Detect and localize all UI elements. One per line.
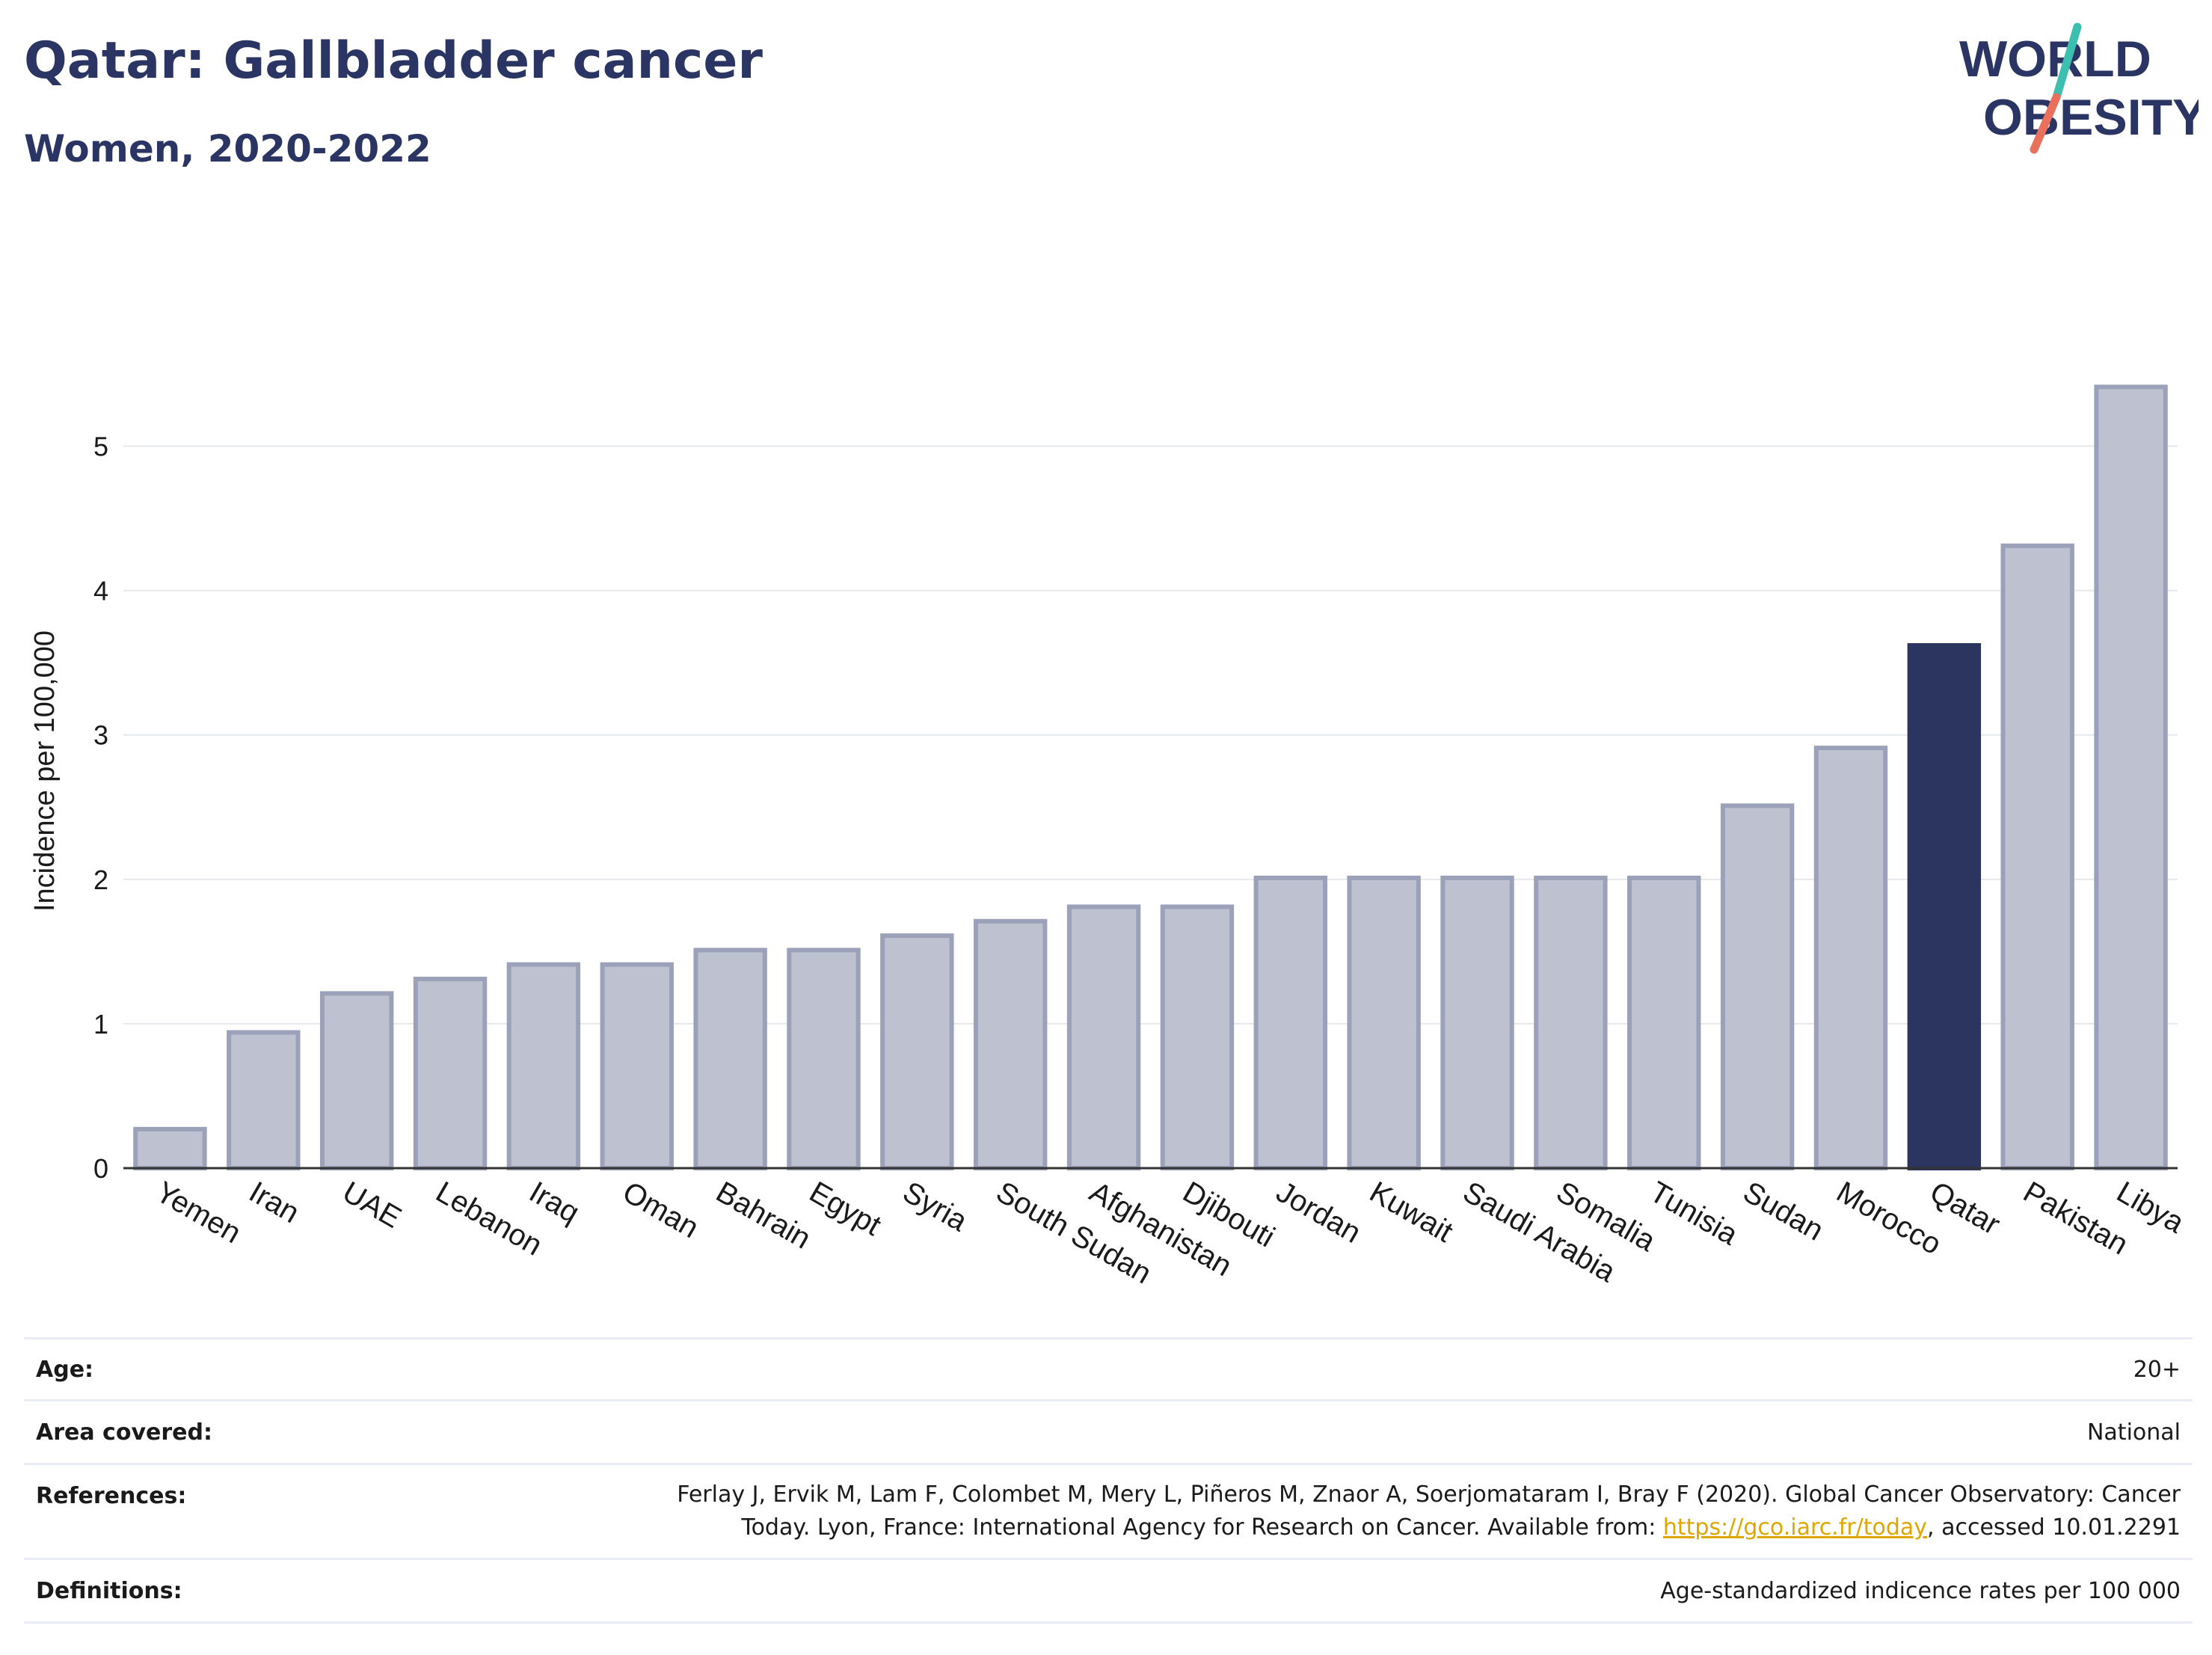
references-line2-pre: Today. Lyon, France: International Agenc… (741, 1514, 1663, 1541)
definitions-value: Age-standardized indicence rates per 100… (1660, 1577, 2181, 1604)
x-tick-label: Jordan (1271, 1176, 1366, 1250)
area-value: National (2086, 1419, 2181, 1446)
meta-row-age: Age: 20+ (24, 1337, 2193, 1399)
meta-row-definitions: Definitions: Age-standardized indicence … (24, 1558, 2193, 1624)
bar-uae (319, 991, 394, 1170)
bar-tunisia (1627, 875, 1701, 1170)
metadata-table: Age: 20+ Area covered: National Referenc… (24, 1337, 2193, 1624)
x-tick-label: Morocco (1831, 1176, 1947, 1262)
y-axis-label: Incidence per 100,000 (29, 630, 61, 912)
x-tick-label: Iraq (523, 1176, 585, 1230)
bar-iraq (506, 962, 581, 1170)
bar-sudan (1720, 803, 1795, 1170)
bar-qatar (1907, 643, 1982, 1170)
references-line2: Today. Lyon, France: International Agenc… (677, 1511, 2181, 1544)
logo-slash-teal (2052, 22, 2082, 102)
references-line2-post: , accessed 10.01.2291 (1927, 1514, 2181, 1541)
references-link[interactable]: https://gco.iarc.fr/today (1662, 1514, 1928, 1541)
bar-egypt (787, 948, 861, 1170)
x-tick-label: Yemen (150, 1176, 247, 1250)
logo-slash-coral (2030, 93, 2061, 154)
x-tick-label: South Sudan (991, 1176, 1157, 1291)
page-title: Qatar: Gallbladder cancer (24, 31, 763, 90)
age-label: Age: (36, 1356, 94, 1383)
bar-bahrain (693, 948, 767, 1170)
bar-iran (227, 1030, 301, 1170)
y-tick-label: 3 (93, 720, 108, 751)
bar-somalia (1534, 875, 1608, 1170)
bar-jordan (1253, 875, 1327, 1170)
y-tick-label: 5 (93, 432, 108, 462)
area-label: Area covered: (36, 1419, 212, 1446)
x-tick-label: Syria (897, 1176, 974, 1238)
references-value: Ferlay J, Ervik M, Lam F, Colombet M, Me… (677, 1479, 2193, 1544)
bar-djibouti (1160, 904, 1235, 1170)
world-obesity-logo: WORLD OBESITY (1959, 22, 2199, 154)
meta-row-area: Area covered: National (24, 1399, 2193, 1463)
logo-line2: OBESITY (1983, 89, 2199, 146)
bar-south-sudan (974, 918, 1048, 1171)
bar-oman (600, 962, 674, 1170)
y-tick-label: 0 (93, 1153, 108, 1184)
references-label: References: (36, 1483, 187, 1509)
x-tick-label: Sudan (1738, 1176, 1829, 1247)
x-tick-label: Kuwait (1364, 1176, 1458, 1249)
x-tick-label: Egypt (804, 1176, 887, 1242)
x-tick-label: Lebanon (431, 1176, 548, 1262)
x-tick-label: Oman (617, 1176, 704, 1245)
age-value: 20+ (2133, 1356, 2181, 1383)
bar-afghanistan (1066, 904, 1141, 1170)
y-tick-label: 4 (93, 576, 108, 607)
bar-lebanon (413, 977, 488, 1170)
x-tick-label: UAE (337, 1176, 407, 1235)
logo-line1: WORLD (1959, 31, 2151, 87)
bar-syria (880, 933, 954, 1171)
x-tick-label: Tunisia (1644, 1176, 1744, 1252)
bar-saudi-arabia (1440, 875, 1514, 1170)
page-subtitle: Women, 2020-2022 (24, 127, 431, 171)
definitions-label: Definitions: (36, 1577, 182, 1604)
y-tick-label: 1 (93, 1009, 108, 1040)
bar-pakistan (2000, 543, 2074, 1170)
bar-morocco (1813, 746, 1888, 1170)
bar-layer (133, 384, 2168, 1171)
x-tick-label: Pakistan (2018, 1176, 2133, 1262)
meta-row-references: References: Ferlay J, Ervik M, Lam F, Co… (24, 1463, 2193, 1558)
bar-yemen (133, 1126, 207, 1171)
bar-libya (2094, 384, 2168, 1170)
x-tick-label: Iran (244, 1176, 305, 1230)
x-tick-label: Bahrain (710, 1176, 816, 1256)
bar-kuwait (1347, 875, 1421, 1170)
references-line1: Ferlay J, Ervik M, Lam F, Colombet M, Me… (677, 1481, 2181, 1508)
y-tick-label: 2 (93, 865, 108, 895)
